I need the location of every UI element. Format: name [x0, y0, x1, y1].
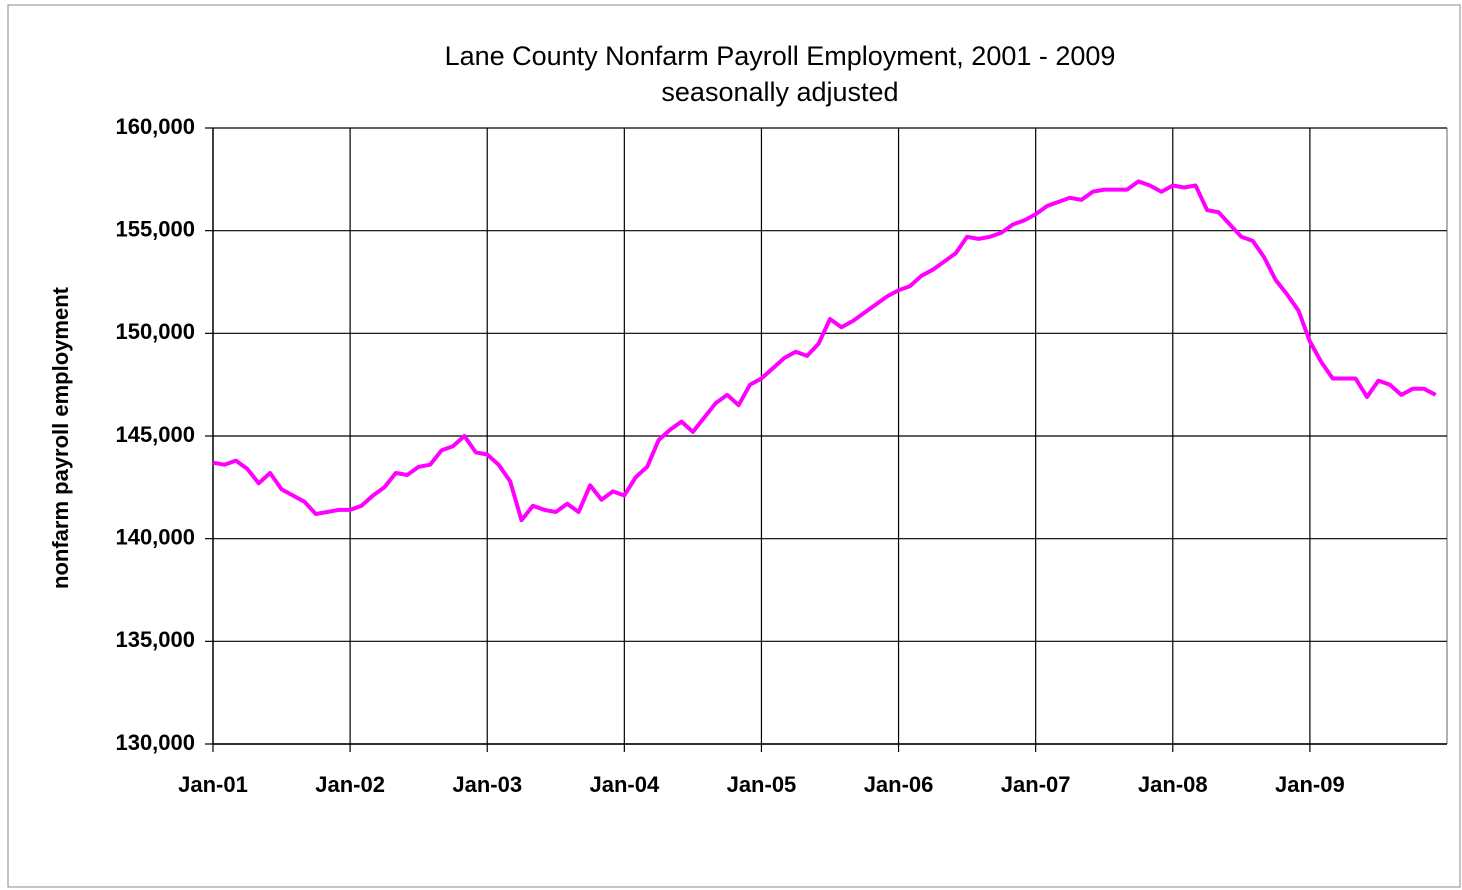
y-tick-label: 155,000 [115, 216, 195, 241]
x-tick-label: Jan-02 [315, 772, 385, 797]
y-tick-label: 150,000 [115, 319, 195, 344]
x-tick-label: Jan-07 [1001, 772, 1071, 797]
chart-title: Lane County Nonfarm Payroll Employment, … [445, 41, 1116, 71]
x-tick-label: Jan-03 [452, 772, 522, 797]
y-tick-label: 140,000 [115, 524, 195, 549]
y-tick-label: 160,000 [115, 114, 195, 139]
y-axis-label: nonfarm payroll employment [48, 286, 73, 589]
x-tick-label: Jan-04 [589, 772, 659, 797]
chart-frame [7, 4, 1461, 888]
x-tick-label: Jan-08 [1138, 772, 1208, 797]
x-tick-label: Jan-05 [727, 772, 797, 797]
y-tick-label: 135,000 [115, 627, 195, 652]
y-tick-label: 145,000 [115, 422, 195, 447]
x-tick-label: Jan-09 [1275, 772, 1345, 797]
y-tick-label: 130,000 [115, 730, 195, 755]
x-tick-label: Jan-06 [864, 772, 934, 797]
chart-subtitle: seasonally adjusted [661, 77, 898, 107]
data-line [212, 179, 1437, 523]
x-tick-label: Jan-01 [178, 772, 248, 797]
